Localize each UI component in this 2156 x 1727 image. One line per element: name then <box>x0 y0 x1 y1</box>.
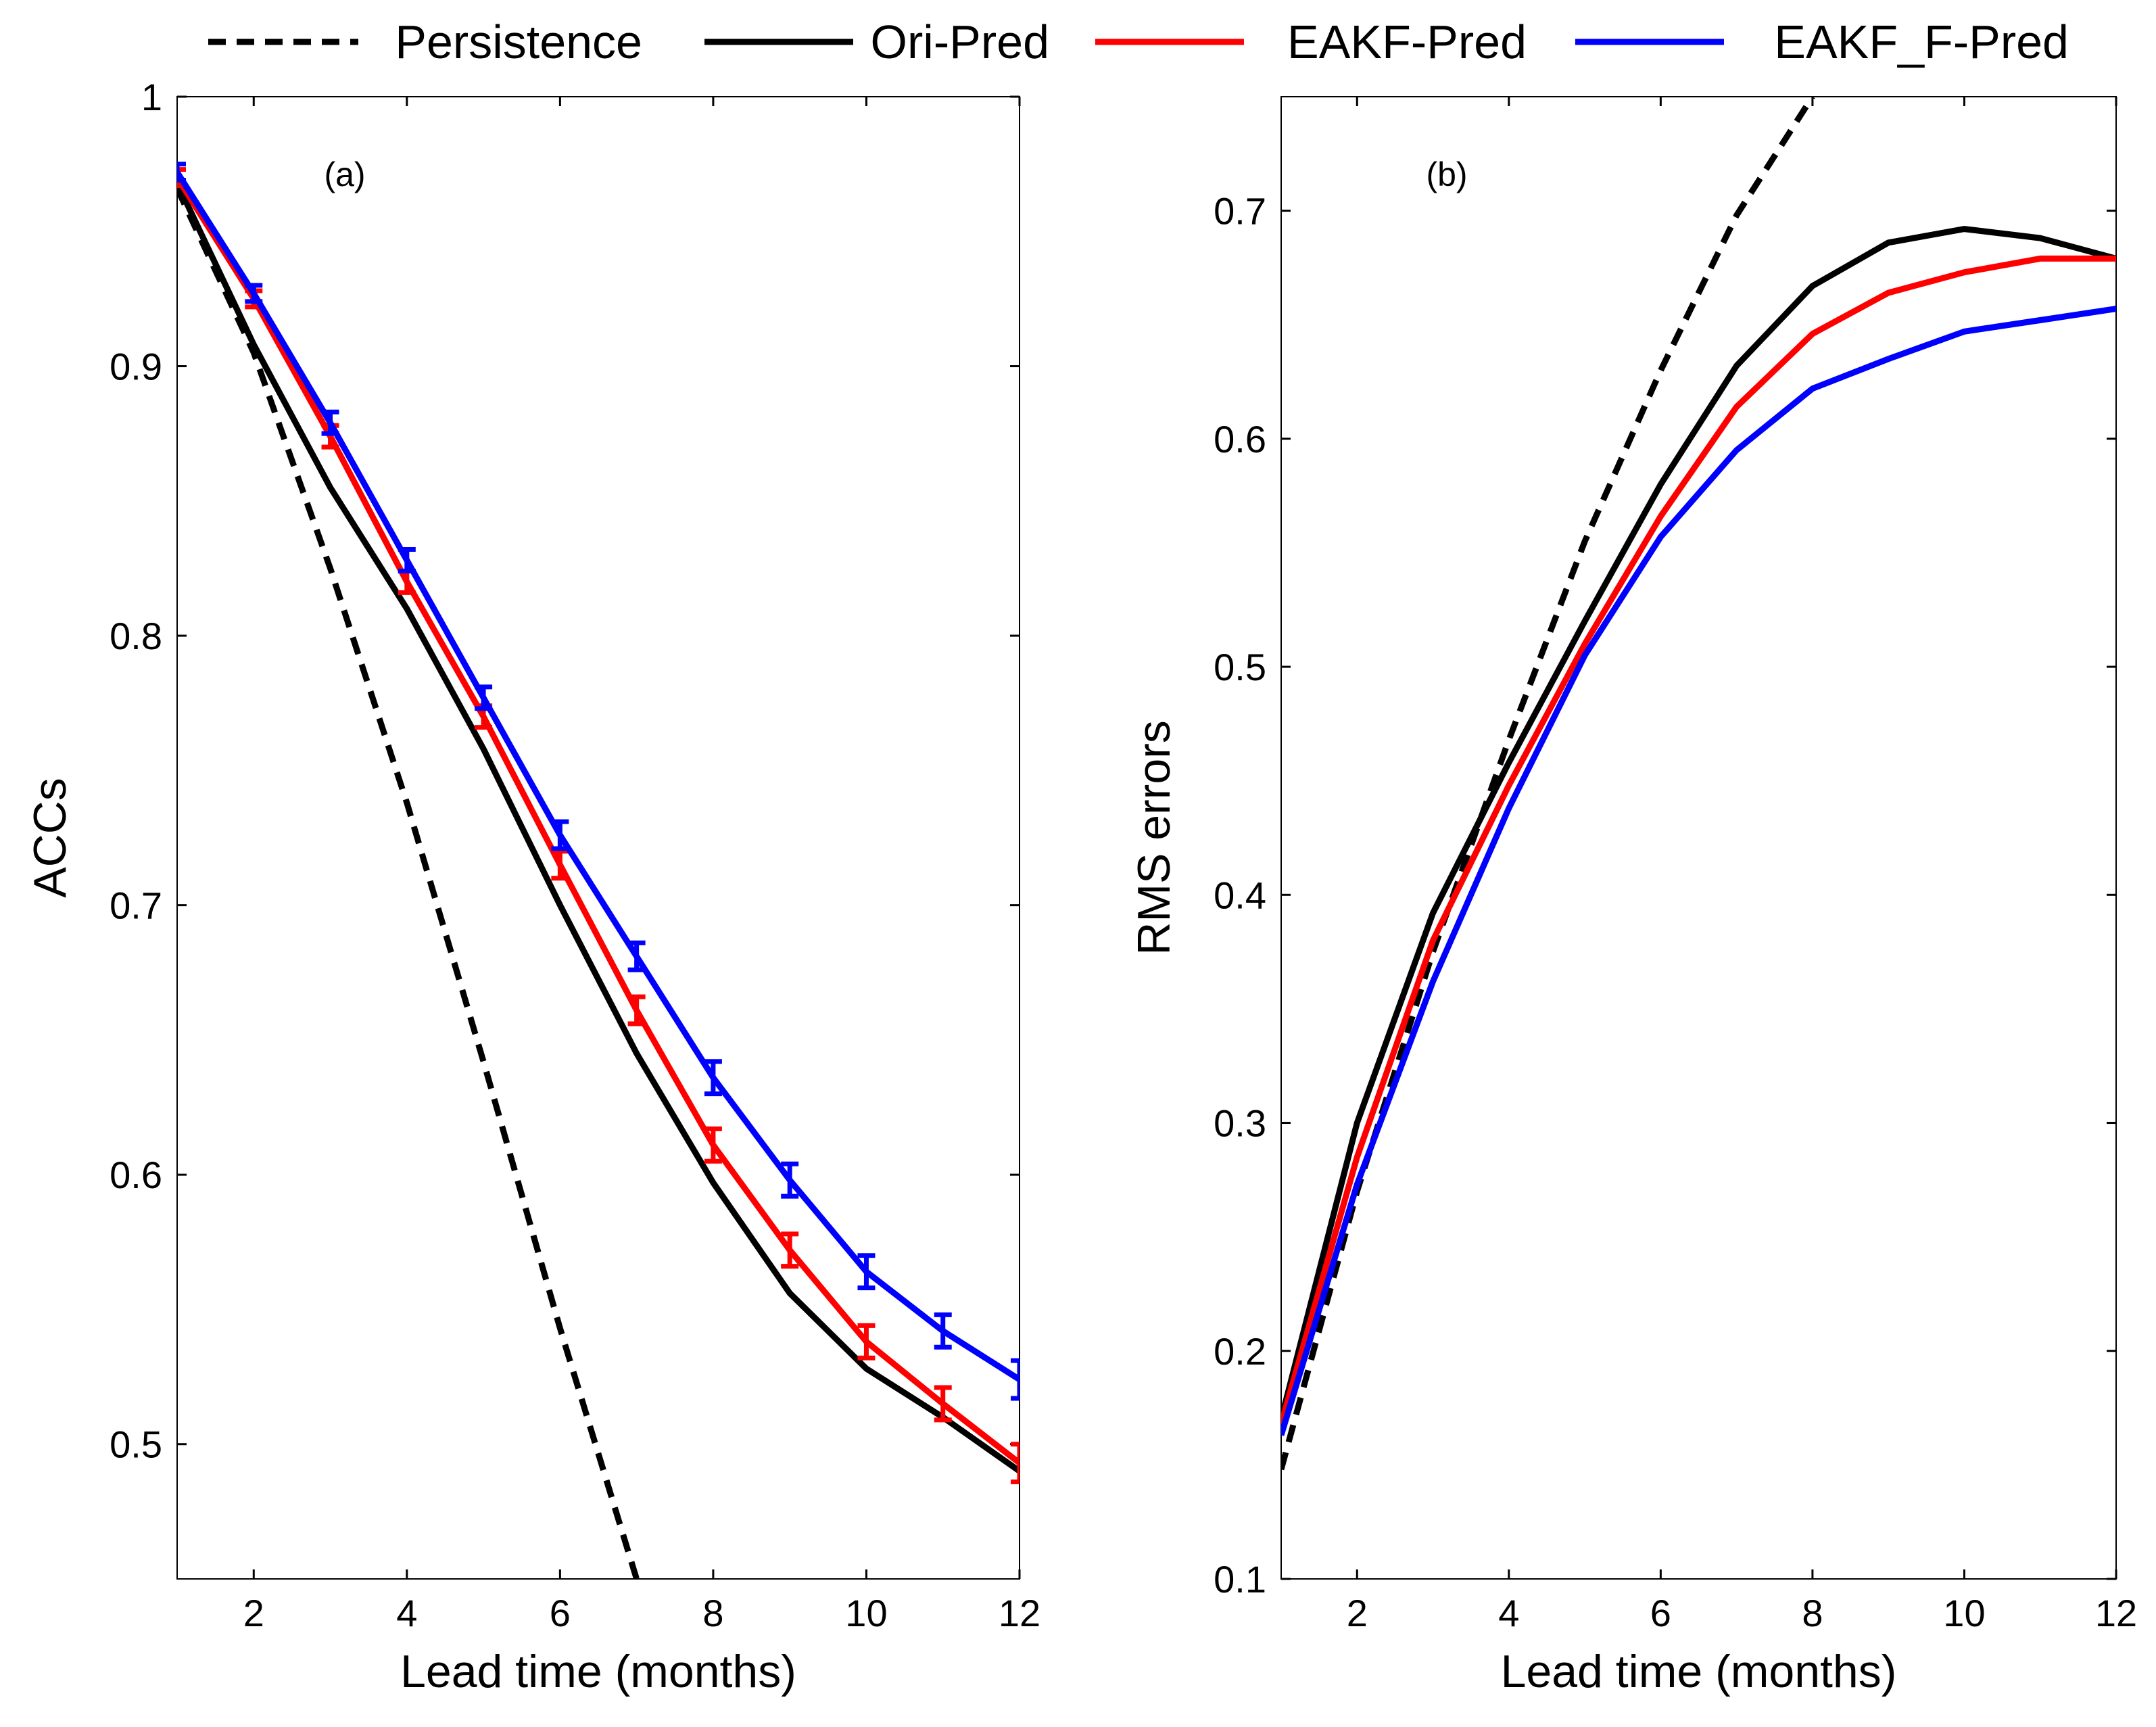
series-line-eakf-f-pred <box>1281 306 2116 1436</box>
panel-tag: (b) <box>1426 156 1467 193</box>
x-axis-label: Lead time (months) <box>400 1646 796 1697</box>
x-tick-label: 6 <box>1650 1592 1671 1634</box>
x-tick-label: 12 <box>999 1592 1040 1634</box>
y-tick-label: 0.5 <box>110 1423 162 1466</box>
y-tick-label: 0.6 <box>1214 418 1266 460</box>
legend: Persistence Ori-Pred EAKF-Pred EAKF_F-Pred <box>208 16 2069 68</box>
y-tick-label: 1 <box>141 76 162 118</box>
x-tick-label: 10 <box>1943 1592 1985 1634</box>
x-tick-label: 8 <box>702 1592 723 1634</box>
x-tick-label: 6 <box>550 1592 571 1634</box>
series-line-persistence <box>1281 97 1815 1471</box>
y-tick-label: 0.7 <box>110 884 162 927</box>
x-tick-label: 4 <box>1498 1592 1519 1634</box>
x-tick-label: 4 <box>396 1592 417 1634</box>
y-tick-label: 0.3 <box>1214 1102 1266 1145</box>
axes-frame <box>176 96 1020 1580</box>
series-line-ori-pred <box>177 181 1020 1474</box>
x-axis-label: Lead time (months) <box>1501 1646 1897 1697</box>
chart-panel-b: 2 4 6 8 10 12 0.1 0.2 0.3 0.4 0.5 0.6 0.7 Lead time (… <box>1128 96 2137 1697</box>
y-tick-label: 0.4 <box>1214 874 1266 916</box>
legend-label-eakf-pred: EAKF-Pred <box>1287 16 1527 68</box>
y-tick-label: 0.2 <box>1214 1330 1266 1373</box>
x-tick-label: 10 <box>845 1592 887 1634</box>
y-tick-label: 0.6 <box>110 1154 162 1196</box>
series-line-eakf-pred <box>1281 255 2116 1425</box>
y-tick-label: 0.7 <box>1214 190 1266 233</box>
series-line-eakf-pred <box>177 176 1020 1466</box>
y-axis-label: RMS errors <box>1128 720 1180 955</box>
x-tick-label: 12 <box>2095 1592 2137 1634</box>
legend-label-ori-pred: Ori-Pred <box>871 16 1049 68</box>
x-tick-label: 2 <box>243 1592 264 1634</box>
chart-panel-a: 2 4 6 8 10 12 0.5 0.6 0.7 0.8 0.9 1 Lead time (month… <box>24 76 1040 1697</box>
panel-tag: (a) <box>324 156 365 193</box>
y-axis-label: ACCs <box>24 778 76 898</box>
series-line-persistence <box>177 187 640 1579</box>
plot-area <box>177 162 1020 1579</box>
series-line-eakf-f-pred <box>177 170 1020 1382</box>
series-line-ori-pred <box>1281 226 2116 1421</box>
legend-label-eakf-f-pred: EAKF_F-Pred <box>1774 16 2069 68</box>
y-tick-label: 0.1 <box>1214 1558 1266 1601</box>
x-tick-label: 2 <box>1347 1592 1368 1634</box>
y-tick-label: 0.5 <box>1214 646 1266 688</box>
axes-frame <box>1280 96 2117 1580</box>
plot-area <box>1281 97 2116 1471</box>
x-tick-label: 8 <box>1802 1592 1823 1634</box>
y-tick-label: 0.9 <box>110 346 162 388</box>
legend-label-persistence: Persistence <box>395 16 642 68</box>
y-tick-label: 0.8 <box>110 615 162 657</box>
